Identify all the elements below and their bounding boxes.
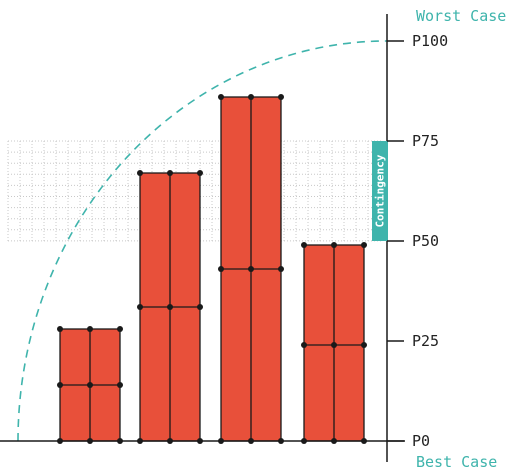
bar-node <box>117 382 123 388</box>
bar-node <box>248 94 254 100</box>
bar-node <box>117 326 123 332</box>
bar-node <box>301 342 307 348</box>
bar-node <box>218 266 224 272</box>
bar-node <box>167 304 173 310</box>
bar-node <box>87 326 93 332</box>
bar-node <box>197 304 203 310</box>
y-tick-label: P50 <box>412 232 439 250</box>
y-tick-label: P0 <box>412 432 430 450</box>
bar-node <box>248 266 254 272</box>
contingency-band <box>372 141 388 241</box>
bar-node <box>361 242 367 248</box>
bar-node <box>197 170 203 176</box>
bar-node <box>57 382 63 388</box>
bar-node <box>301 242 307 248</box>
contingency-label: Contingency <box>374 154 387 227</box>
y-ticks: P0 P25 P50 P75 P100 <box>387 32 448 450</box>
bar-node <box>278 94 284 100</box>
bar-node <box>87 382 93 388</box>
worst-case-label: Worst Case <box>416 7 506 25</box>
bar-node <box>361 342 367 348</box>
bar-node <box>57 326 63 332</box>
bar-node <box>218 94 224 100</box>
trend-arc <box>17 40 388 442</box>
bar-node <box>278 266 284 272</box>
best-case-label: Best Case <box>416 453 497 471</box>
bar-node <box>331 242 337 248</box>
contingency-band-group: Contingency <box>372 141 388 241</box>
bar-node <box>331 342 337 348</box>
bar-node <box>167 170 173 176</box>
bars <box>57 94 367 444</box>
bar-node <box>137 304 143 310</box>
y-tick-label: P100 <box>412 32 448 50</box>
y-tick-label: P25 <box>412 332 439 350</box>
y-tick-label: P75 <box>412 132 439 150</box>
bar-node <box>137 170 143 176</box>
